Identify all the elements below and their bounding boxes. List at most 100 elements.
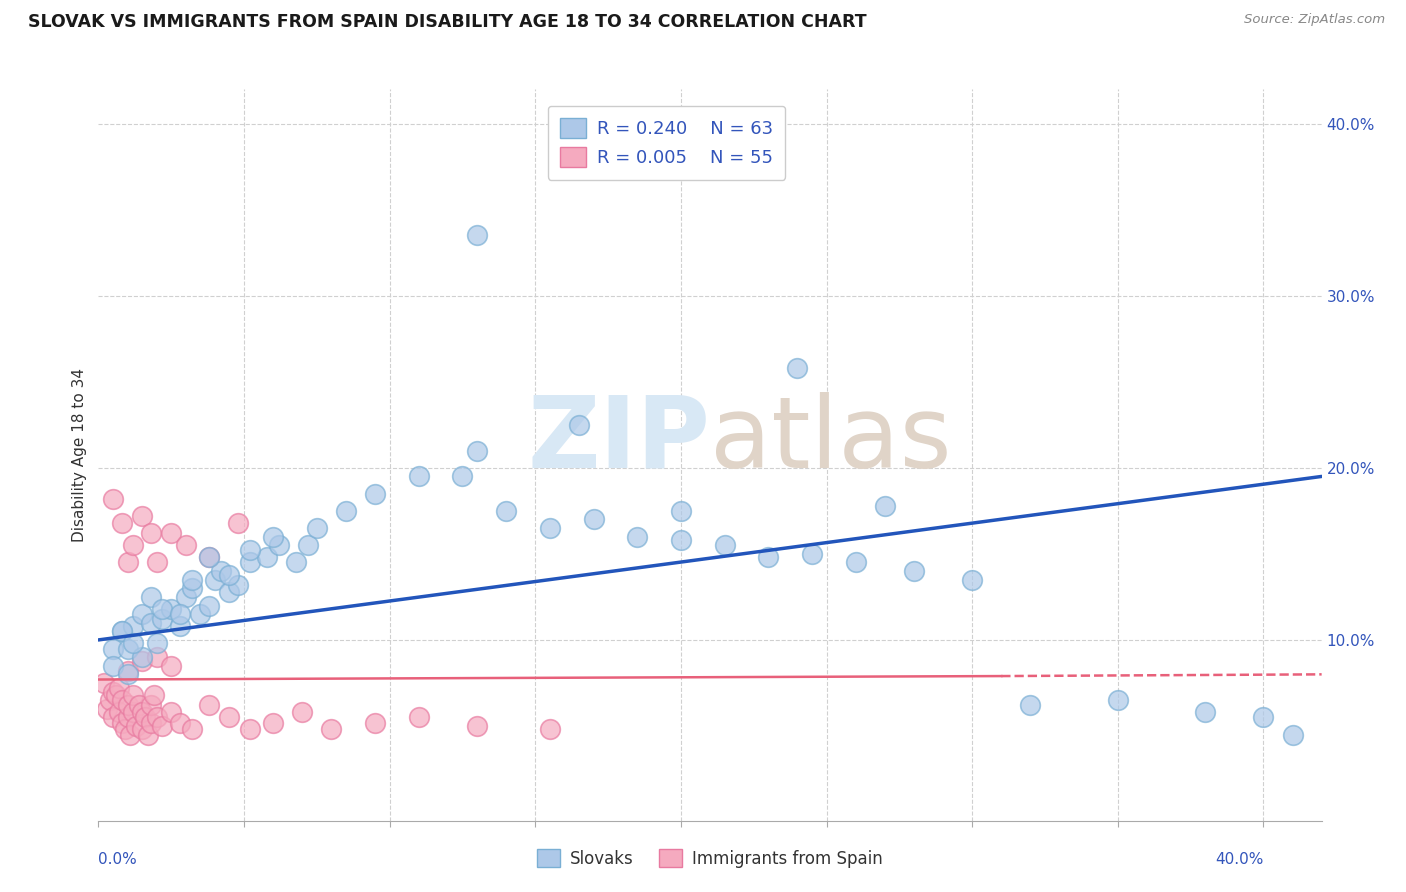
Point xyxy=(801,547,824,561)
Text: ZIP: ZIP xyxy=(527,392,710,489)
Point xyxy=(218,567,240,582)
Point xyxy=(114,723,136,737)
Point xyxy=(1281,728,1303,742)
Point xyxy=(169,607,191,621)
Point xyxy=(142,688,165,702)
Point xyxy=(239,556,262,570)
Point xyxy=(538,723,561,737)
Point xyxy=(845,556,868,570)
Point xyxy=(101,710,124,724)
Point xyxy=(285,556,308,570)
Point xyxy=(111,715,134,730)
Point xyxy=(131,723,153,737)
Point xyxy=(108,681,131,695)
Point xyxy=(364,715,387,730)
Point xyxy=(267,538,290,552)
Point xyxy=(122,538,145,552)
Point xyxy=(188,607,212,621)
Point xyxy=(111,516,134,530)
Point xyxy=(134,710,156,724)
Point xyxy=(101,641,124,656)
Point xyxy=(1107,693,1129,707)
Point xyxy=(495,504,517,518)
Point xyxy=(669,504,692,518)
Text: atlas: atlas xyxy=(710,392,952,489)
Point xyxy=(122,705,145,719)
Point xyxy=(713,538,735,552)
Point xyxy=(160,526,183,541)
Point xyxy=(198,550,221,565)
Legend: Slovaks, Immigrants from Spain: Slovaks, Immigrants from Spain xyxy=(530,842,890,874)
Point xyxy=(465,443,488,458)
Point xyxy=(756,550,779,565)
Point xyxy=(131,508,153,523)
Point xyxy=(262,715,284,730)
Point xyxy=(226,516,249,530)
Point xyxy=(669,533,692,548)
Point xyxy=(101,658,124,673)
Point xyxy=(104,688,127,702)
Point xyxy=(198,550,221,565)
Y-axis label: Disability Age 18 to 34: Disability Age 18 to 34 xyxy=(72,368,87,542)
Point xyxy=(180,573,202,587)
Point xyxy=(180,723,202,737)
Point xyxy=(117,667,139,681)
Point xyxy=(465,719,488,733)
Point xyxy=(96,702,118,716)
Point xyxy=(120,728,142,742)
Point xyxy=(111,693,134,707)
Point xyxy=(111,624,134,639)
Point xyxy=(101,491,124,506)
Point xyxy=(408,469,430,483)
Point xyxy=(101,684,124,698)
Point xyxy=(98,693,121,707)
Point xyxy=(93,676,115,690)
Point xyxy=(1019,698,1042,713)
Point xyxy=(786,361,808,376)
Point xyxy=(139,615,162,630)
Point xyxy=(903,564,925,578)
Point xyxy=(160,658,183,673)
Point xyxy=(160,602,183,616)
Point xyxy=(626,530,648,544)
Point xyxy=(108,705,131,719)
Point xyxy=(873,499,896,513)
Point xyxy=(152,719,174,733)
Point xyxy=(321,723,343,737)
Point xyxy=(111,624,134,639)
Text: Source: ZipAtlas.com: Source: ZipAtlas.com xyxy=(1244,13,1385,27)
Point xyxy=(169,619,191,633)
Point xyxy=(1194,705,1216,719)
Point xyxy=(117,556,139,570)
Point xyxy=(145,636,167,650)
Point xyxy=(291,705,314,719)
Point xyxy=(122,619,145,633)
Point xyxy=(145,650,167,665)
Point xyxy=(117,698,139,713)
Point xyxy=(256,550,278,565)
Point xyxy=(198,599,221,613)
Point xyxy=(960,573,983,587)
Point xyxy=(568,417,591,432)
Point xyxy=(145,710,167,724)
Point xyxy=(335,504,357,518)
Point xyxy=(152,612,174,626)
Point xyxy=(125,719,148,733)
Point xyxy=(305,521,328,535)
Text: 0.0%: 0.0% xyxy=(98,852,138,867)
Point xyxy=(451,469,474,483)
Point xyxy=(136,728,159,742)
Point xyxy=(198,698,221,713)
Point xyxy=(364,486,387,500)
Point xyxy=(239,723,262,737)
Point xyxy=(128,698,150,713)
Point xyxy=(408,710,430,724)
Point xyxy=(174,538,197,552)
Point xyxy=(538,521,561,535)
Point xyxy=(239,543,262,558)
Point xyxy=(117,710,139,724)
Point xyxy=(122,688,145,702)
Point xyxy=(117,664,139,678)
Point xyxy=(131,705,153,719)
Point xyxy=(160,705,183,719)
